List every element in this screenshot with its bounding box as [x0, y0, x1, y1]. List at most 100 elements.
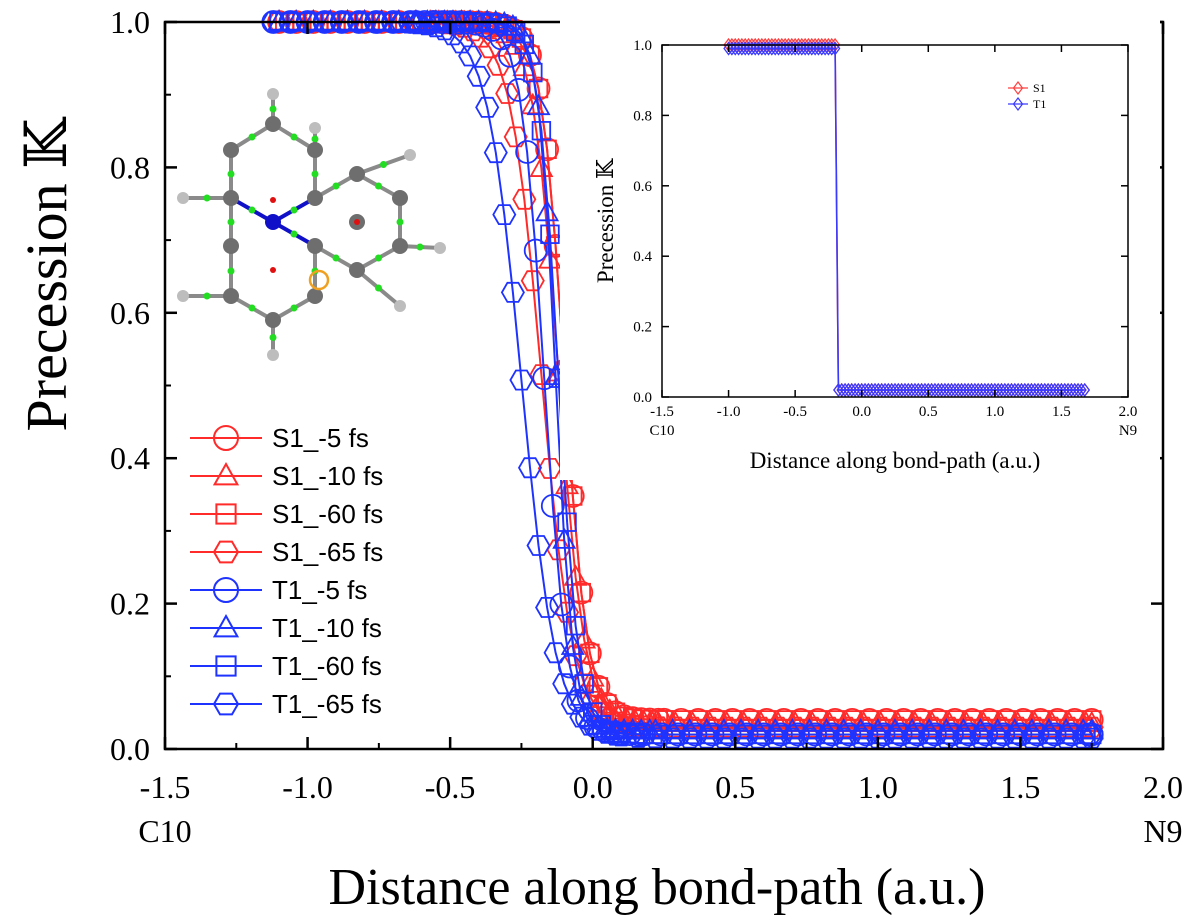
main-point-7-41	[728, 727, 754, 749]
inset-x-tick-label-2: -0.5	[783, 404, 807, 420]
main-point-7-47	[831, 727, 856, 749]
main-point-6-22	[531, 121, 552, 141]
main-point-7-15	[449, 32, 474, 54]
inset-y-tick-label-5: 1.0	[633, 38, 652, 54]
legend-label-4: T1_-5 fs	[272, 575, 367, 605]
molecule-hydrogen-atom	[267, 88, 279, 100]
main-y-tick-label-4: 0.8	[110, 149, 150, 185]
main-y-tick-label-2: 0.4	[110, 440, 150, 476]
main-point-7-27	[552, 673, 577, 695]
molecule-carbon-atom	[307, 190, 323, 206]
inset-legend: S1 T1	[1008, 81, 1046, 111]
molecule-hydrogen-atom	[434, 242, 446, 254]
main-point-7-14	[440, 24, 466, 46]
inset-y-tick-label-3: 0.6	[633, 179, 652, 195]
main-point-7-44	[780, 727, 805, 749]
main-point-7-23	[517, 457, 543, 479]
molecule-bond-cp-23	[375, 284, 382, 292]
inset-x-axis-label: Distance along bond-path (a.u.)	[750, 448, 1041, 473]
main-point-4-26	[549, 592, 574, 617]
molecule-hydrogen-atom	[404, 149, 416, 161]
main-x-tick-label-7: 2.0	[1143, 769, 1182, 805]
legend-marker-4	[213, 577, 239, 603]
main-y-tick-label-3: 0.6	[110, 295, 150, 331]
main-point-7-12	[423, 16, 448, 38]
inset-x-tick-label-1: -1.0	[717, 404, 741, 420]
main-point-3-18	[486, 54, 511, 76]
inset-point-1-32	[829, 41, 841, 56]
main-point-6-23	[540, 224, 560, 244]
main-x-axis-label: Distance along bond-path (a.u.)	[328, 859, 985, 916]
main-point-7-13	[432, 19, 457, 41]
molecule-bond-cp-3	[290, 206, 298, 214]
inset-y-axis-label: Precession 𝕂	[593, 158, 618, 283]
main-point-4-21	[506, 78, 531, 102]
inset-y-tick-label-4: 0.8	[633, 108, 652, 124]
main-point-7-42	[746, 727, 771, 749]
molecule-ring-cp-2	[270, 267, 276, 273]
inset-point-1-106	[1076, 382, 1087, 398]
legend-marker-0	[213, 425, 239, 451]
molecule-bond-cp-17	[269, 105, 277, 113]
inset-x-endpoint-right: N9	[1119, 423, 1137, 439]
legend-label-7: T1_-65 fs	[272, 689, 382, 719]
legend-label-6: T1_-60 fs	[272, 651, 382, 681]
main-legend: S1_-5 fs S1_-10 fs S1_-60 fs S1_-65 fs T…	[190, 423, 383, 719]
main-point-7-49	[865, 727, 890, 749]
inset-y-tick-label-0: 0.0	[633, 390, 652, 406]
main-point-5-27	[569, 684, 594, 706]
main-point-7-59	[1036, 727, 1061, 749]
main-point-1-26	[563, 564, 588, 586]
main-point-7-16	[458, 45, 483, 67]
molecule-bond-cp-0	[248, 133, 256, 141]
main-x-tick-label-6: 1.5	[1000, 769, 1040, 805]
main-y-tick-label-5: 1.0	[110, 4, 150, 40]
main-point-7-60	[1054, 727, 1079, 749]
molecule-hydrogen-atom	[267, 349, 279, 361]
molecule-carbon-atom	[392, 238, 408, 254]
molecule-carbon-atom	[349, 262, 365, 278]
molecule-bond-cp-18	[311, 135, 319, 143]
main-point-3-20	[503, 126, 528, 148]
main-point-7-30	[577, 714, 602, 736]
legend-marker-3	[212, 540, 240, 564]
main-x-tick-label-1: -1.0	[282, 769, 333, 805]
molecule-highlight-ring	[308, 269, 330, 291]
inset-plot-frame	[661, 44, 1129, 398]
main-point-7-32	[594, 722, 620, 744]
molecule-bond-cp-6	[332, 182, 340, 190]
legend-marker-7	[212, 692, 240, 716]
molecule-carbon-atom	[223, 142, 239, 158]
molecule-bond-cp-20	[203, 292, 211, 300]
molecule-carbon-atom	[223, 238, 239, 254]
main-point-7-24	[526, 535, 551, 556]
molecule-bond-cp-10	[332, 254, 340, 262]
main-point-7-35	[626, 726, 651, 748]
main-point-1-62	[1079, 710, 1104, 733]
inset-x-endpoint-left: C10	[649, 423, 674, 439]
main-x-tick-label-2: -0.5	[425, 769, 476, 805]
main-point-7-54	[951, 727, 976, 749]
main-point-7-10	[406, 13, 431, 35]
main-point-6-21	[523, 62, 543, 83]
inset-x-tick-label-0: -1.5	[650, 404, 674, 420]
molecule-bond-cp-13	[227, 267, 235, 275]
main-point-7-31	[586, 719, 611, 741]
inset-x-tick-label-6: 1.5	[1052, 404, 1071, 420]
molecule-carbon-atom	[265, 116, 281, 132]
main-point-7-26	[543, 642, 568, 664]
molecule-hydrogen-atom	[177, 290, 189, 302]
main-point-7-21	[500, 281, 525, 303]
molecule-bond-cp-9	[375, 254, 382, 262]
molecule-hydrogen-atom	[394, 300, 406, 312]
main-x-tick-label-0: -1.5	[140, 769, 191, 805]
inset-x-tick-label-4: 0.5	[919, 404, 938, 420]
main-point-5-7	[386, 9, 411, 31]
molecule-bond-cp-5	[227, 170, 235, 178]
main-point-6-26	[565, 616, 586, 636]
main-point-7-52	[917, 727, 942, 749]
inset-point-1-31	[826, 41, 838, 56]
inset-x-tick-label-7: 2.0	[1119, 404, 1138, 420]
main-point-7-17	[466, 65, 491, 87]
inset-x-tick-label-3: 0.0	[852, 404, 871, 420]
